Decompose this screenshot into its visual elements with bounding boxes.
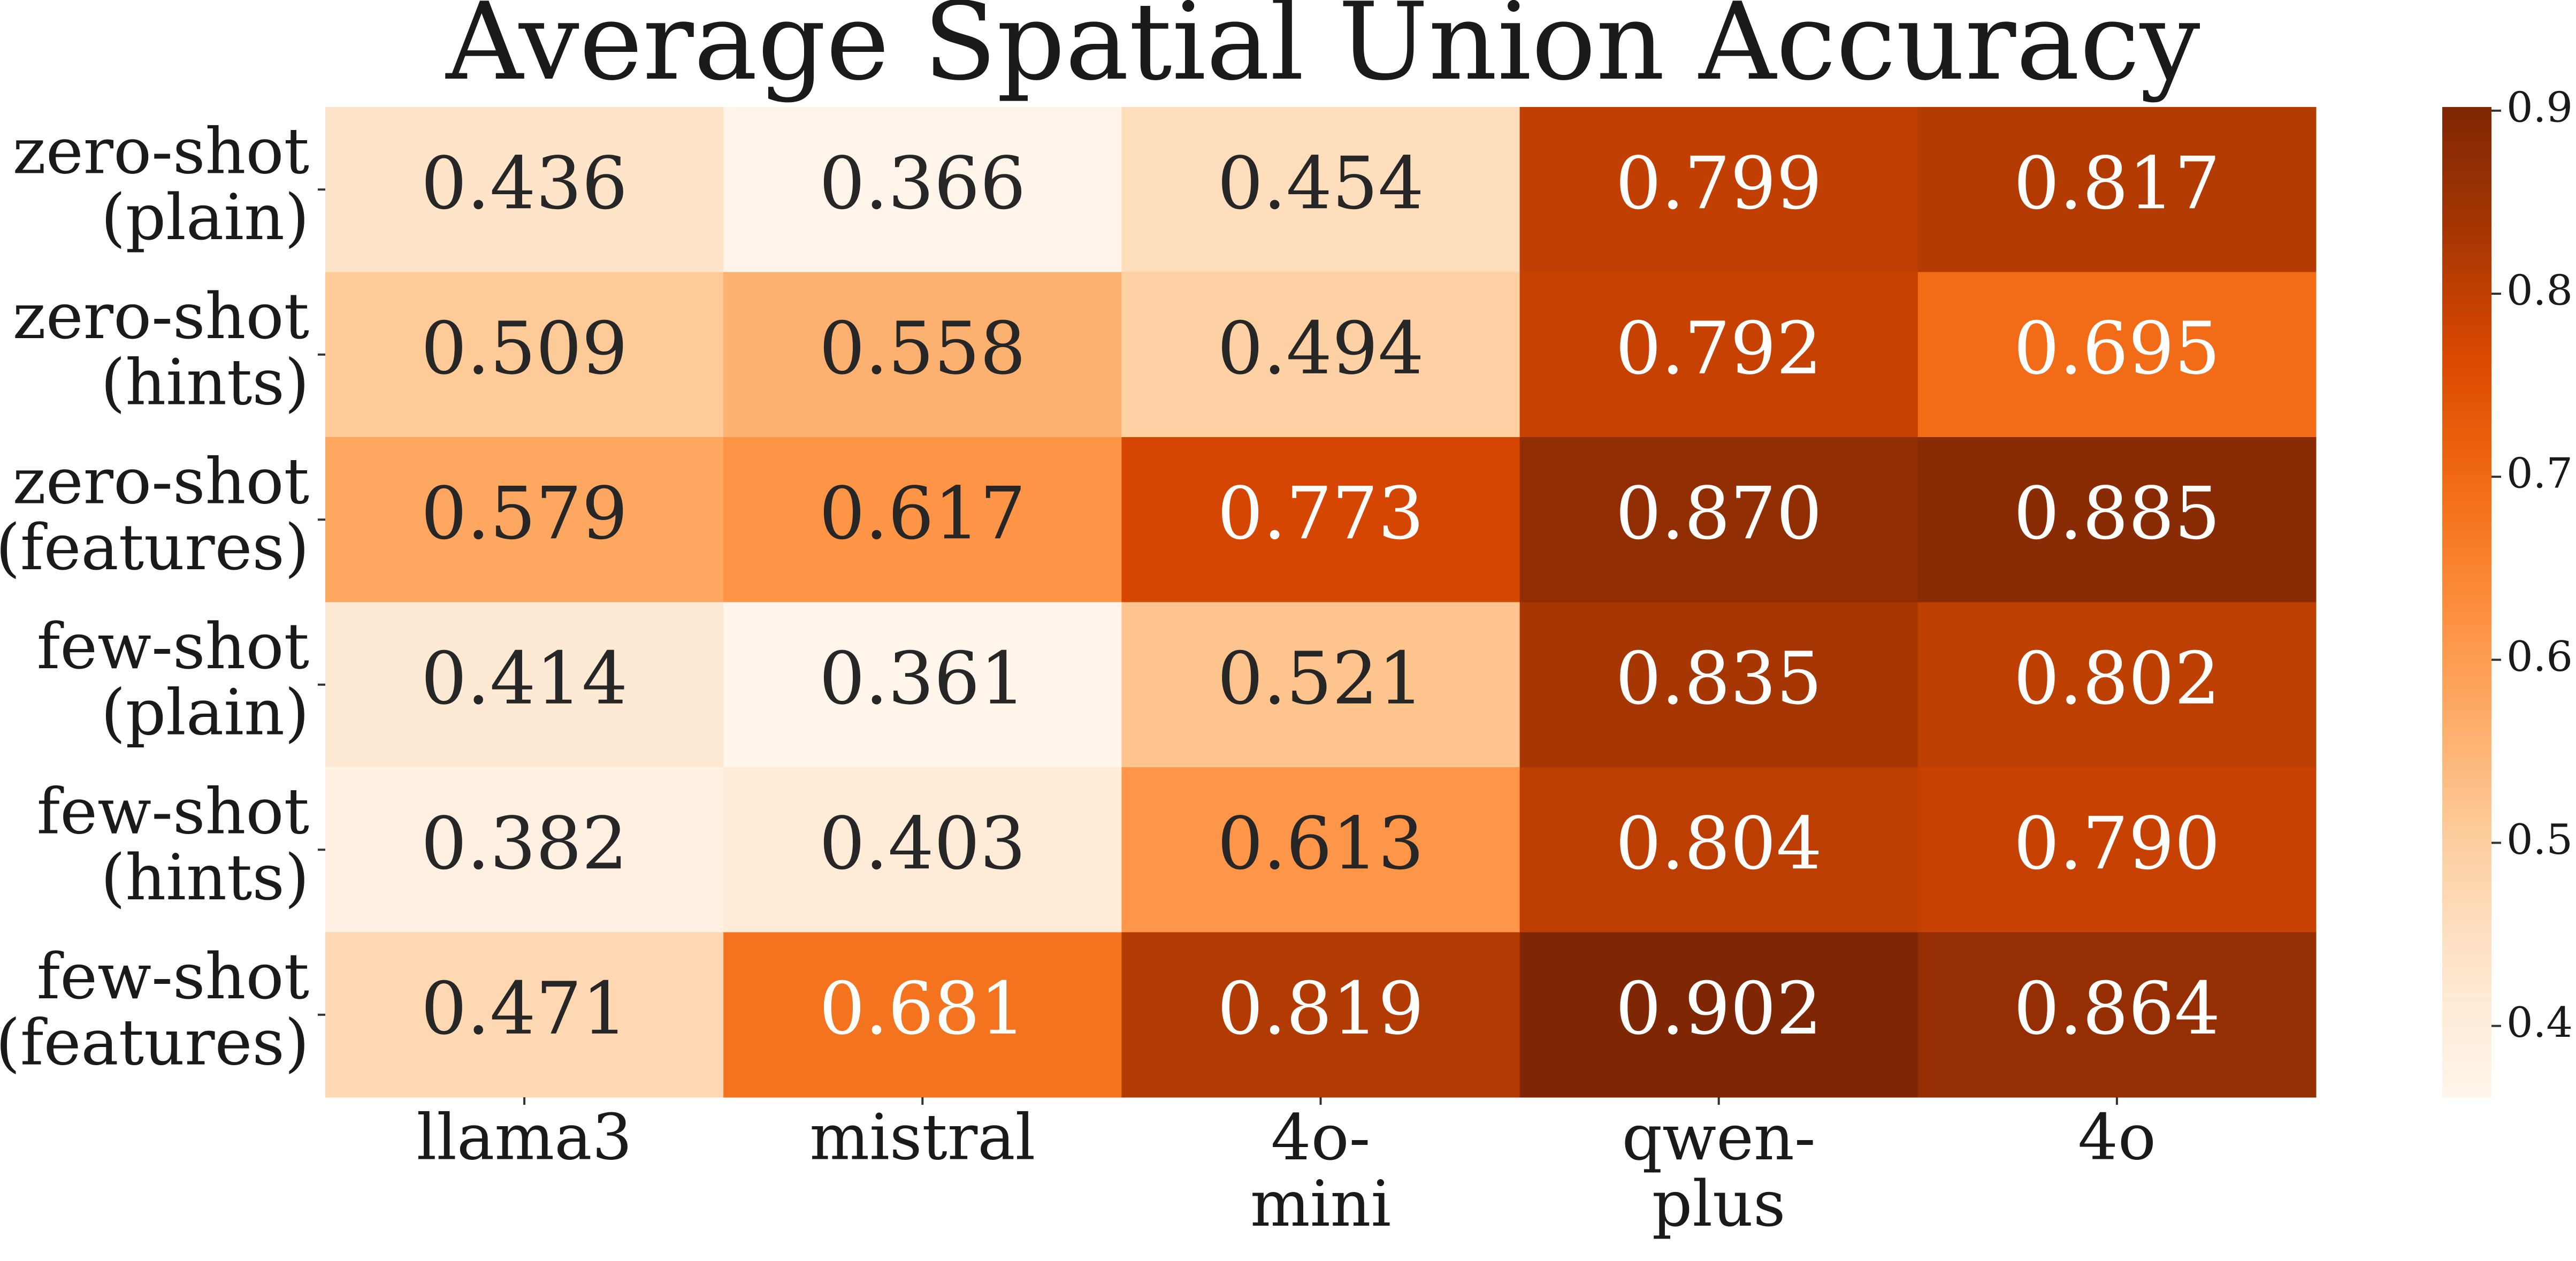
y-tick-label: few-shot (plain) [37, 609, 309, 749]
cell-label: 0.382 [421, 801, 628, 885]
y-tick-label: few-shot (features) [0, 939, 309, 1079]
heatmap-cell [325, 767, 724, 933]
colorbar [2442, 107, 2491, 1097]
heatmap-cell [723, 767, 1122, 933]
y-tick-label: zero-shot (plain) [13, 114, 309, 254]
cell-label: 0.509 [421, 307, 628, 391]
heatmap-cell [1121, 272, 1520, 438]
heatmap-cell [1519, 932, 1918, 1098]
heatmap-cell [1519, 107, 1918, 272]
cell-label: 0.902 [1615, 967, 1822, 1051]
heatmap-cell [1917, 602, 2317, 768]
heatmap-cell [1917, 107, 2317, 272]
colorbar-tick-label: 0.4 [2506, 999, 2573, 1047]
heatmap-cell [1917, 437, 2317, 602]
cell-label: 0.870 [1615, 471, 1822, 555]
heatmap-cell [723, 932, 1122, 1098]
cell-label: 0.521 [1217, 637, 1424, 721]
heatmap-cell [1917, 767, 2317, 933]
heatmap-cell [1121, 107, 1520, 272]
cell-label: 0.454 [1217, 141, 1424, 225]
heatmap-cell [1121, 932, 1520, 1098]
colorbar-tick-label: 0.5 [2506, 816, 2573, 864]
heatmap-cell [723, 272, 1122, 438]
cell-label: 0.864 [2014, 967, 2220, 1051]
cell-label: 0.835 [1615, 637, 1822, 721]
heatmap-cell [1519, 272, 1918, 438]
x-tick-label: 4o-mini [1250, 1100, 1391, 1241]
cell-label: 0.617 [819, 471, 1026, 555]
cell-label: 0.361 [819, 637, 1026, 721]
heatmap-cell [325, 437, 724, 602]
heatmap-cell [1519, 437, 1918, 602]
cell-label: 0.819 [1217, 967, 1424, 1051]
cell-label: 0.817 [2014, 141, 2220, 225]
cell-label: 0.804 [1615, 801, 1822, 885]
y-tick-label: zero-shot (hints) [13, 279, 309, 419]
heatmap-cell [1121, 437, 1520, 602]
cell-label: 0.799 [1615, 141, 1822, 225]
heatmap-cell [723, 602, 1122, 768]
cell-label: 0.790 [2014, 801, 2220, 885]
cell-label: 0.366 [819, 141, 1026, 225]
heatmap-cell [325, 107, 724, 272]
heatmap-cell [723, 107, 1122, 272]
heatmap-cell [325, 602, 724, 768]
x-tick-label: qwen-plus [1622, 1100, 1816, 1241]
cell-label: 0.695 [2014, 307, 2220, 391]
cell-label: 0.436 [421, 141, 628, 225]
x-tick-label: 4o [2078, 1100, 2156, 1174]
heatmap-cell [1121, 767, 1520, 933]
heatmap-cell [723, 437, 1122, 602]
cell-label: 0.613 [1217, 801, 1424, 885]
cell-label: 0.802 [2014, 637, 2220, 721]
cell-label: 0.414 [421, 637, 628, 721]
colorbar-tick-label: 0.9 [2506, 83, 2573, 132]
heatmap-cell [1519, 767, 1918, 933]
cell-label: 0.773 [1217, 471, 1424, 555]
colorbar-tick-label: 0.7 [2506, 450, 2573, 498]
cell-label: 0.558 [819, 307, 1026, 391]
cell-label: 0.579 [421, 471, 628, 555]
x-tick-label: mistral [809, 1100, 1035, 1174]
cell-label: 0.403 [819, 801, 1026, 885]
chart-title: Average Spatial Union Accuracy [445, 0, 2200, 104]
heatmap-cell [325, 272, 724, 438]
heatmap-cell [325, 932, 724, 1098]
colorbar-tick-label: 0.8 [2506, 266, 2573, 315]
cell-label: 0.885 [2014, 471, 2220, 555]
heatmap-cell [1121, 602, 1520, 768]
colorbar-tick-label: 0.6 [2506, 633, 2573, 681]
x-tick-label: llama3 [417, 1100, 632, 1174]
heatmap-cell [1519, 602, 1918, 768]
cell-label: 0.471 [421, 967, 628, 1051]
cell-label: 0.792 [1615, 307, 1822, 391]
y-tick-label: few-shot (hints) [37, 774, 309, 914]
cell-label: 0.494 [1217, 307, 1424, 391]
y-tick-label: zero-shot (features) [0, 444, 309, 584]
heatmap-cell [1917, 272, 2317, 438]
heatmap-cell [1917, 932, 2317, 1098]
cell-label: 0.681 [819, 967, 1026, 1051]
